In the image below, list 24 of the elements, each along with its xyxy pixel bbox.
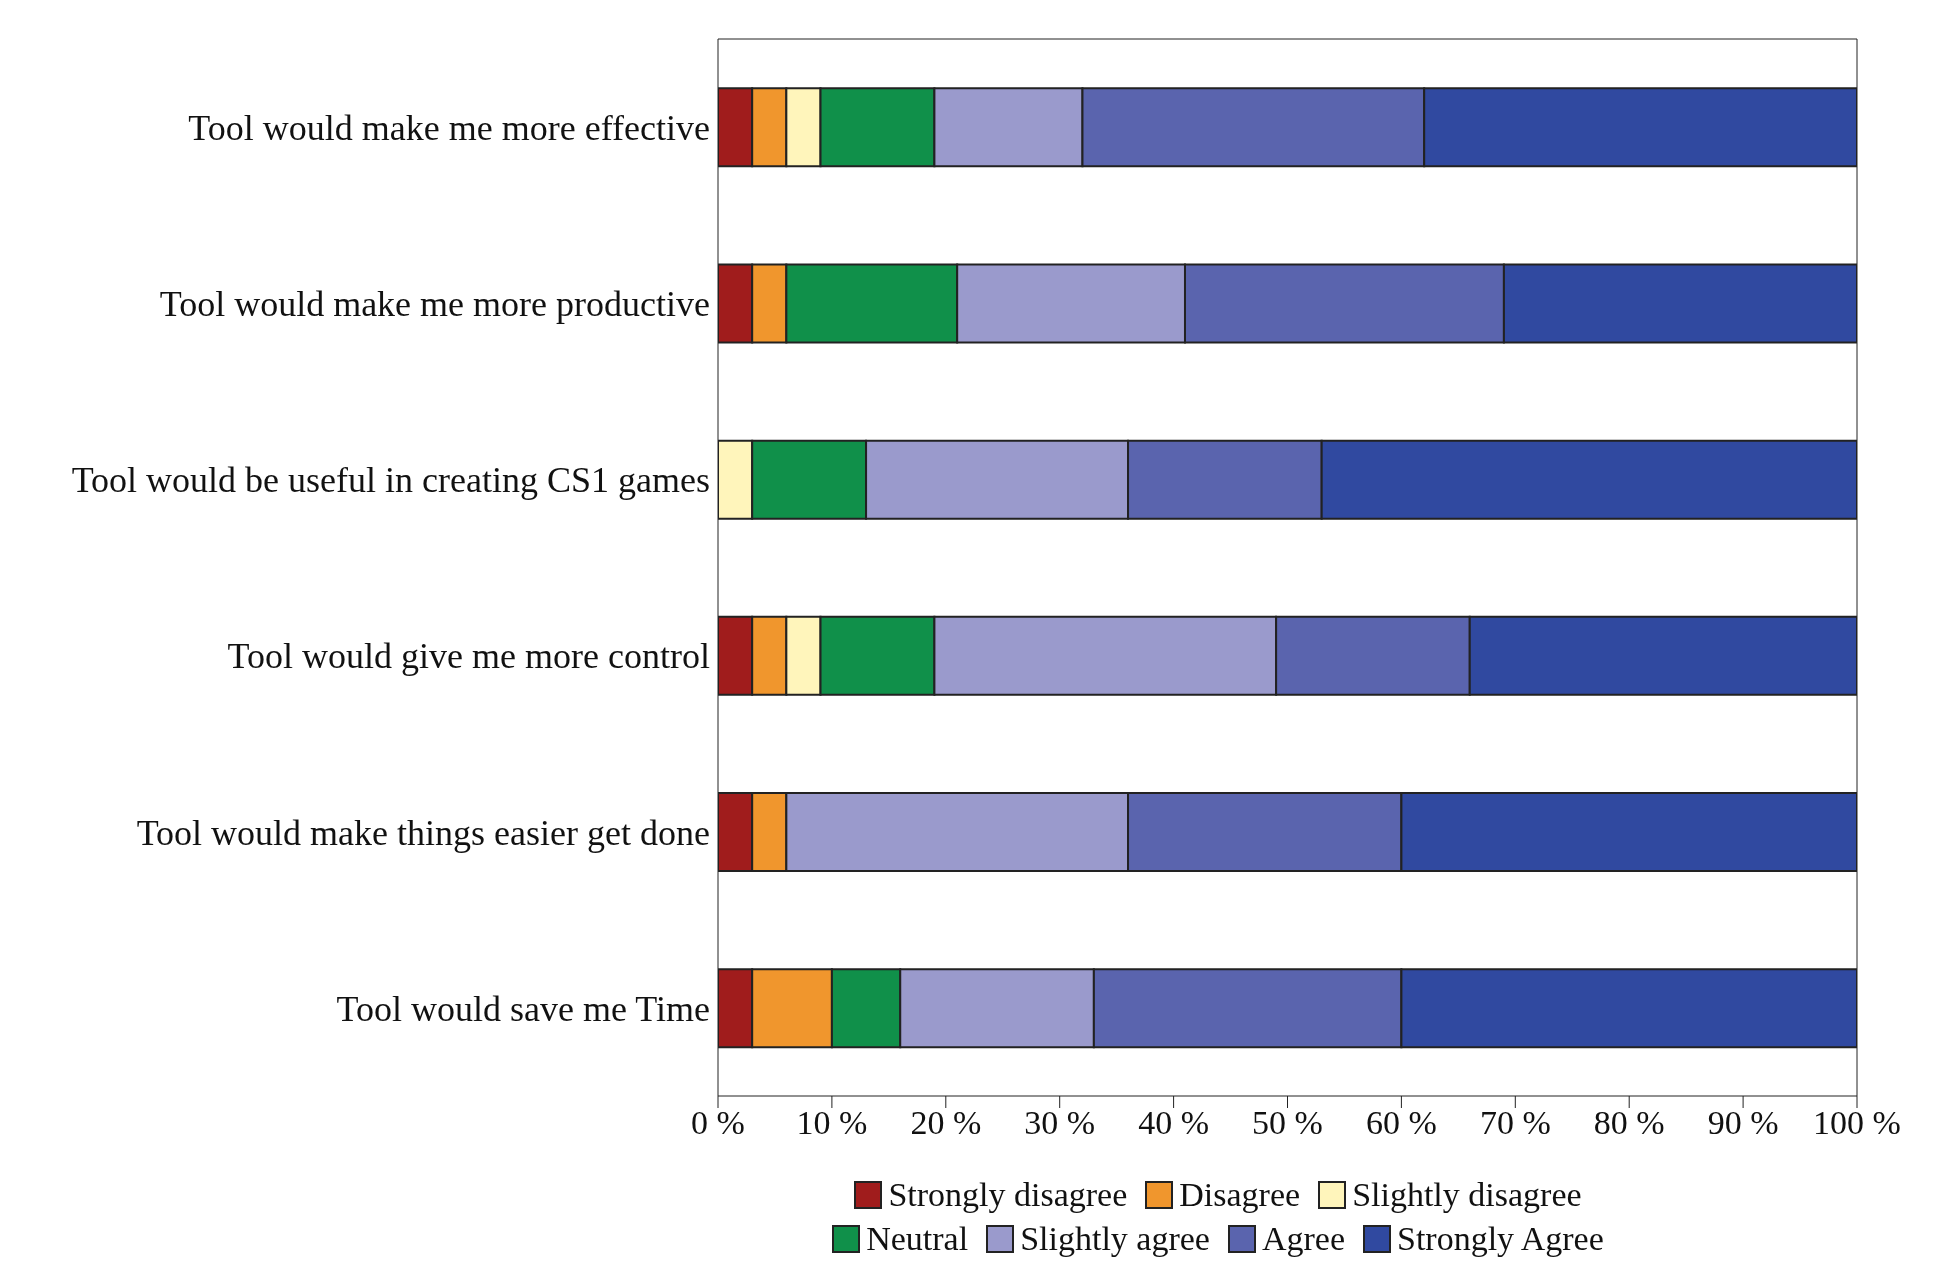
y-tick-label: Tool would make me more effective	[188, 107, 710, 148]
y-tick-label: Tool would give me more control	[227, 636, 710, 677]
x-tick-label: 100 %	[1813, 1104, 1901, 1142]
legend-label: Strongly Agree	[1396, 1220, 1604, 1258]
legend-label: Agree	[1260, 1220, 1345, 1258]
x-tick-label: 70 %	[1479, 1104, 1551, 1142]
y-tick-label: Tool would save me Time	[336, 988, 710, 1029]
y-tick-label: Tool would be useful in creating CS1 games	[71, 460, 710, 501]
y-tick-label: Tool would make me more productive	[159, 284, 710, 325]
x-tick-label: 40 %	[1138, 1104, 1210, 1142]
x-tick-label: 20 %	[910, 1104, 982, 1142]
x-tick-label: 30 %	[1024, 1104, 1096, 1142]
legend-label: Neutral	[865, 1220, 969, 1258]
legend-label: Slightly disagree	[1351, 1176, 1582, 1214]
y-tick-label: Tool would make things easier get done	[136, 812, 710, 853]
x-tick-label: 80 %	[1593, 1104, 1665, 1142]
legend-label: Slightly agree	[1019, 1220, 1210, 1258]
x-tick-label: 0 %	[691, 1104, 745, 1142]
legend-label: Disagree	[1178, 1176, 1301, 1214]
x-tick-label: 60 %	[1365, 1104, 1437, 1142]
legend-label: Strongly disagree	[887, 1176, 1128, 1214]
x-tick-label: 10 %	[796, 1104, 868, 1142]
x-tick-label: 90 %	[1707, 1104, 1779, 1142]
x-tick-label: 50 %	[1252, 1104, 1323, 1142]
